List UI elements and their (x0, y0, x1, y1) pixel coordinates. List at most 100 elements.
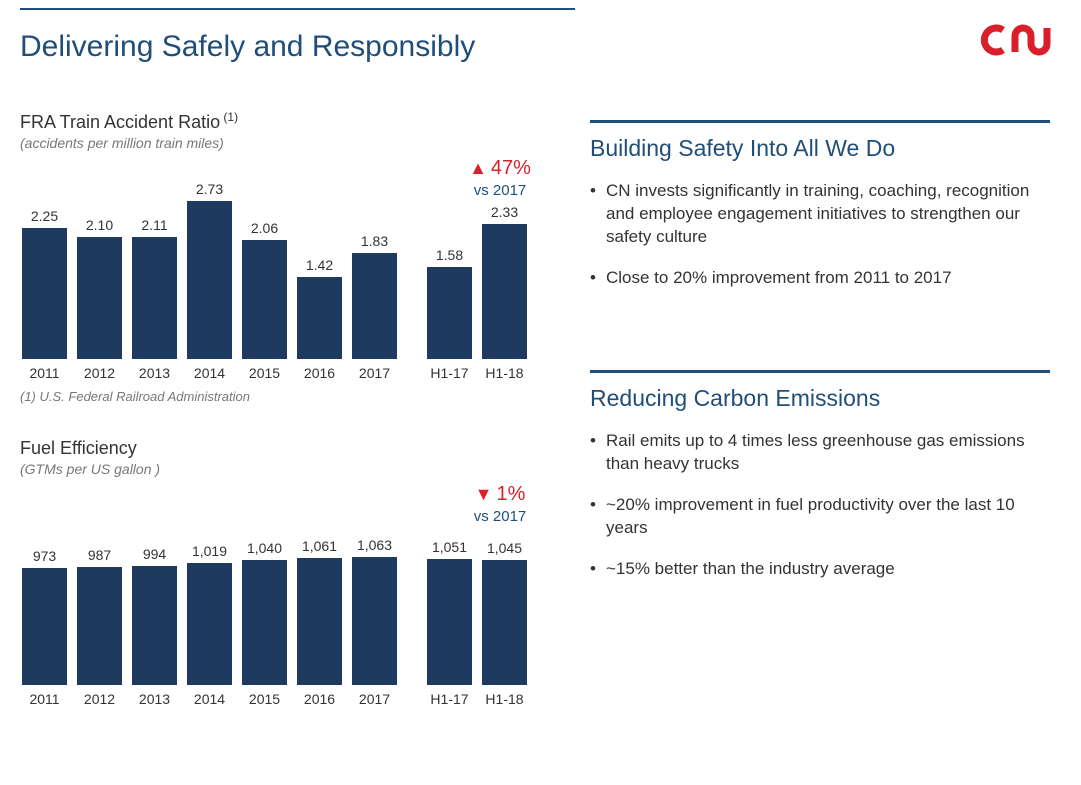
bullet-list: Rail emits up to 4 times less greenhouse… (590, 430, 1050, 581)
bar (427, 267, 472, 359)
bar (297, 558, 342, 685)
bar (77, 567, 122, 685)
arrow-down-icon: ▼ (475, 484, 493, 505)
bar-category-label: H1-17 (430, 365, 468, 381)
charts-column: FRA Train Accident Ratio (1) (accidents p… (20, 110, 575, 741)
chart-subtitle: (accidents per million train miles) (20, 135, 575, 151)
chart-area: ▼1% vs 2017 973 2011 987 2012 994 2013 1,019 2014… (20, 477, 575, 707)
delta-vs-label: vs 2017 (455, 182, 545, 199)
text-column: Building Safety Into All We Do CN invests… (590, 120, 1050, 660)
chart-section: Fuel Efficiency (GTMs per US gallon ) ▼1% v… (20, 438, 575, 707)
bar-value-label: 2.25 (31, 208, 58, 224)
bar-category-label: 2015 (249, 365, 280, 381)
bar-group: 2.25 2011 (20, 208, 69, 381)
bar-value-label: 2.06 (251, 220, 278, 236)
chart-half-series: 1,051 H1-17 1,045H1-18 (425, 539, 529, 707)
chart-area: ▲47%vs 20172.2520112.1020122.1120132.732… (20, 151, 575, 381)
section-rule (590, 120, 1050, 123)
bar-group: 1.83 2017 (350, 233, 399, 381)
chart-section: FRA Train Accident Ratio (1) (accidents p… (20, 110, 575, 404)
chart-subtitle: (GTMs per US gallon ) (20, 461, 575, 477)
bar-value-label: 973 (33, 548, 56, 564)
bar-group: 1,040 2015 (240, 540, 289, 707)
bar-category-label: 2016 (304, 691, 335, 707)
bullet-item: Close to 20% improvement from 2011 to 20… (590, 267, 1050, 290)
bullet-item: ~15% better than the industry average (590, 558, 1050, 581)
bar-group: 1,0612016 (295, 538, 344, 707)
bar-group: 987 2012 (75, 547, 124, 707)
bar (352, 253, 397, 359)
bar-value-label: 2.33 (491, 204, 518, 220)
bar-value-label: 1,019 (192, 543, 227, 559)
bar-group: 2.10 2012 (75, 217, 124, 381)
bar-group: 1.58 H1-17 (425, 247, 474, 381)
delta-callout: ▼1% vs 2017 (455, 483, 545, 525)
bar-category-label: 2012 (84, 691, 115, 707)
chart-half-series: 1.58 H1-17 2.33 H1-18 (425, 204, 529, 381)
bar-value-label: 1,063 (357, 537, 392, 553)
bar-value-label: 2.73 (196, 181, 223, 197)
bar (482, 560, 527, 685)
bar (297, 277, 342, 359)
bar-value-label: 2.11 (141, 217, 167, 233)
bar-value-label: 1.58 (436, 247, 463, 263)
bar (242, 560, 287, 685)
bar (22, 228, 67, 359)
info-block: Reducing Carbon Emissions Rail emits up t… (590, 370, 1050, 581)
bar (352, 557, 397, 685)
delta-vs-label: vs 2017 (455, 508, 545, 525)
bar-value-label: 1,051 (432, 539, 467, 555)
bar-category-label: 2014 (194, 691, 225, 707)
bar-category-label: 2015 (249, 691, 280, 707)
cn-logo (979, 24, 1051, 61)
bar-group: 2.33 H1-18 (480, 204, 529, 381)
bullet-item: ~20% improvement in fuel productivity ov… (590, 494, 1050, 540)
bar-category-label: 2011 (29, 365, 59, 381)
bar-group: 1,0632017 (350, 537, 399, 707)
bar-category-label: 2017 (359, 365, 390, 381)
info-heading: Building Safety Into All We Do (590, 135, 1050, 162)
bar-group: 2.73 2014 (185, 181, 234, 381)
bar-category-label: 2012 (84, 365, 115, 381)
delta-percent: 47% (491, 157, 531, 179)
info-heading: Reducing Carbon Emissions (590, 385, 1050, 412)
bar-category-label: 2013 (139, 691, 170, 707)
bar-group: 2.06 2015 (240, 220, 289, 381)
bar (427, 559, 472, 685)
bar-value-label: 1.42 (306, 257, 333, 273)
info-block: Building Safety Into All We Do CN invests… (590, 120, 1050, 290)
bar-category-label: H1-18 (485, 365, 523, 381)
bar-group: 1.42 2016 (295, 257, 344, 381)
chart-title: FRA Train Accident Ratio (1) (20, 110, 575, 133)
delta-percent: 1% (496, 483, 525, 505)
bar (77, 237, 122, 359)
bar (187, 563, 232, 685)
bar-group: 1,045H1-18 (480, 540, 529, 707)
bar (187, 201, 232, 359)
arrow-up-icon: ▲ (469, 158, 487, 179)
bar-category-label: 2014 (194, 365, 225, 381)
bar-category-label: H1-17 (430, 691, 468, 707)
bar-value-label: 987 (88, 547, 111, 563)
section-rule (590, 370, 1050, 373)
bar-category-label: 2011 (29, 691, 59, 707)
bar (132, 237, 177, 359)
bar-value-label: 1,040 (247, 540, 282, 556)
bar (22, 568, 67, 685)
bar-value-label: 2.10 (86, 217, 113, 233)
chart-title: Fuel Efficiency (20, 438, 575, 459)
bullet-list: CN invests significantly in training, co… (590, 180, 1050, 290)
bar-group: 994 2013 (130, 546, 179, 707)
bar (482, 224, 527, 359)
chart-footnote: (1) U.S. Federal Railroad Administration (20, 389, 575, 404)
bar (132, 566, 177, 685)
bar-category-label: 2016 (304, 365, 335, 381)
bar-category-label: 2013 (139, 365, 170, 381)
page-title: Delivering Safely and Responsibly (20, 30, 475, 64)
bar-value-label: 1.83 (361, 233, 388, 249)
chart-main-series: 9732011987201299420131,01920141,04020151… (20, 537, 399, 707)
header-rule (20, 8, 575, 10)
bar-group: 1,051 H1-17 (425, 539, 474, 707)
bar-value-label: 994 (143, 546, 166, 562)
delta-callout: ▲47% vs 2017 (455, 157, 545, 199)
